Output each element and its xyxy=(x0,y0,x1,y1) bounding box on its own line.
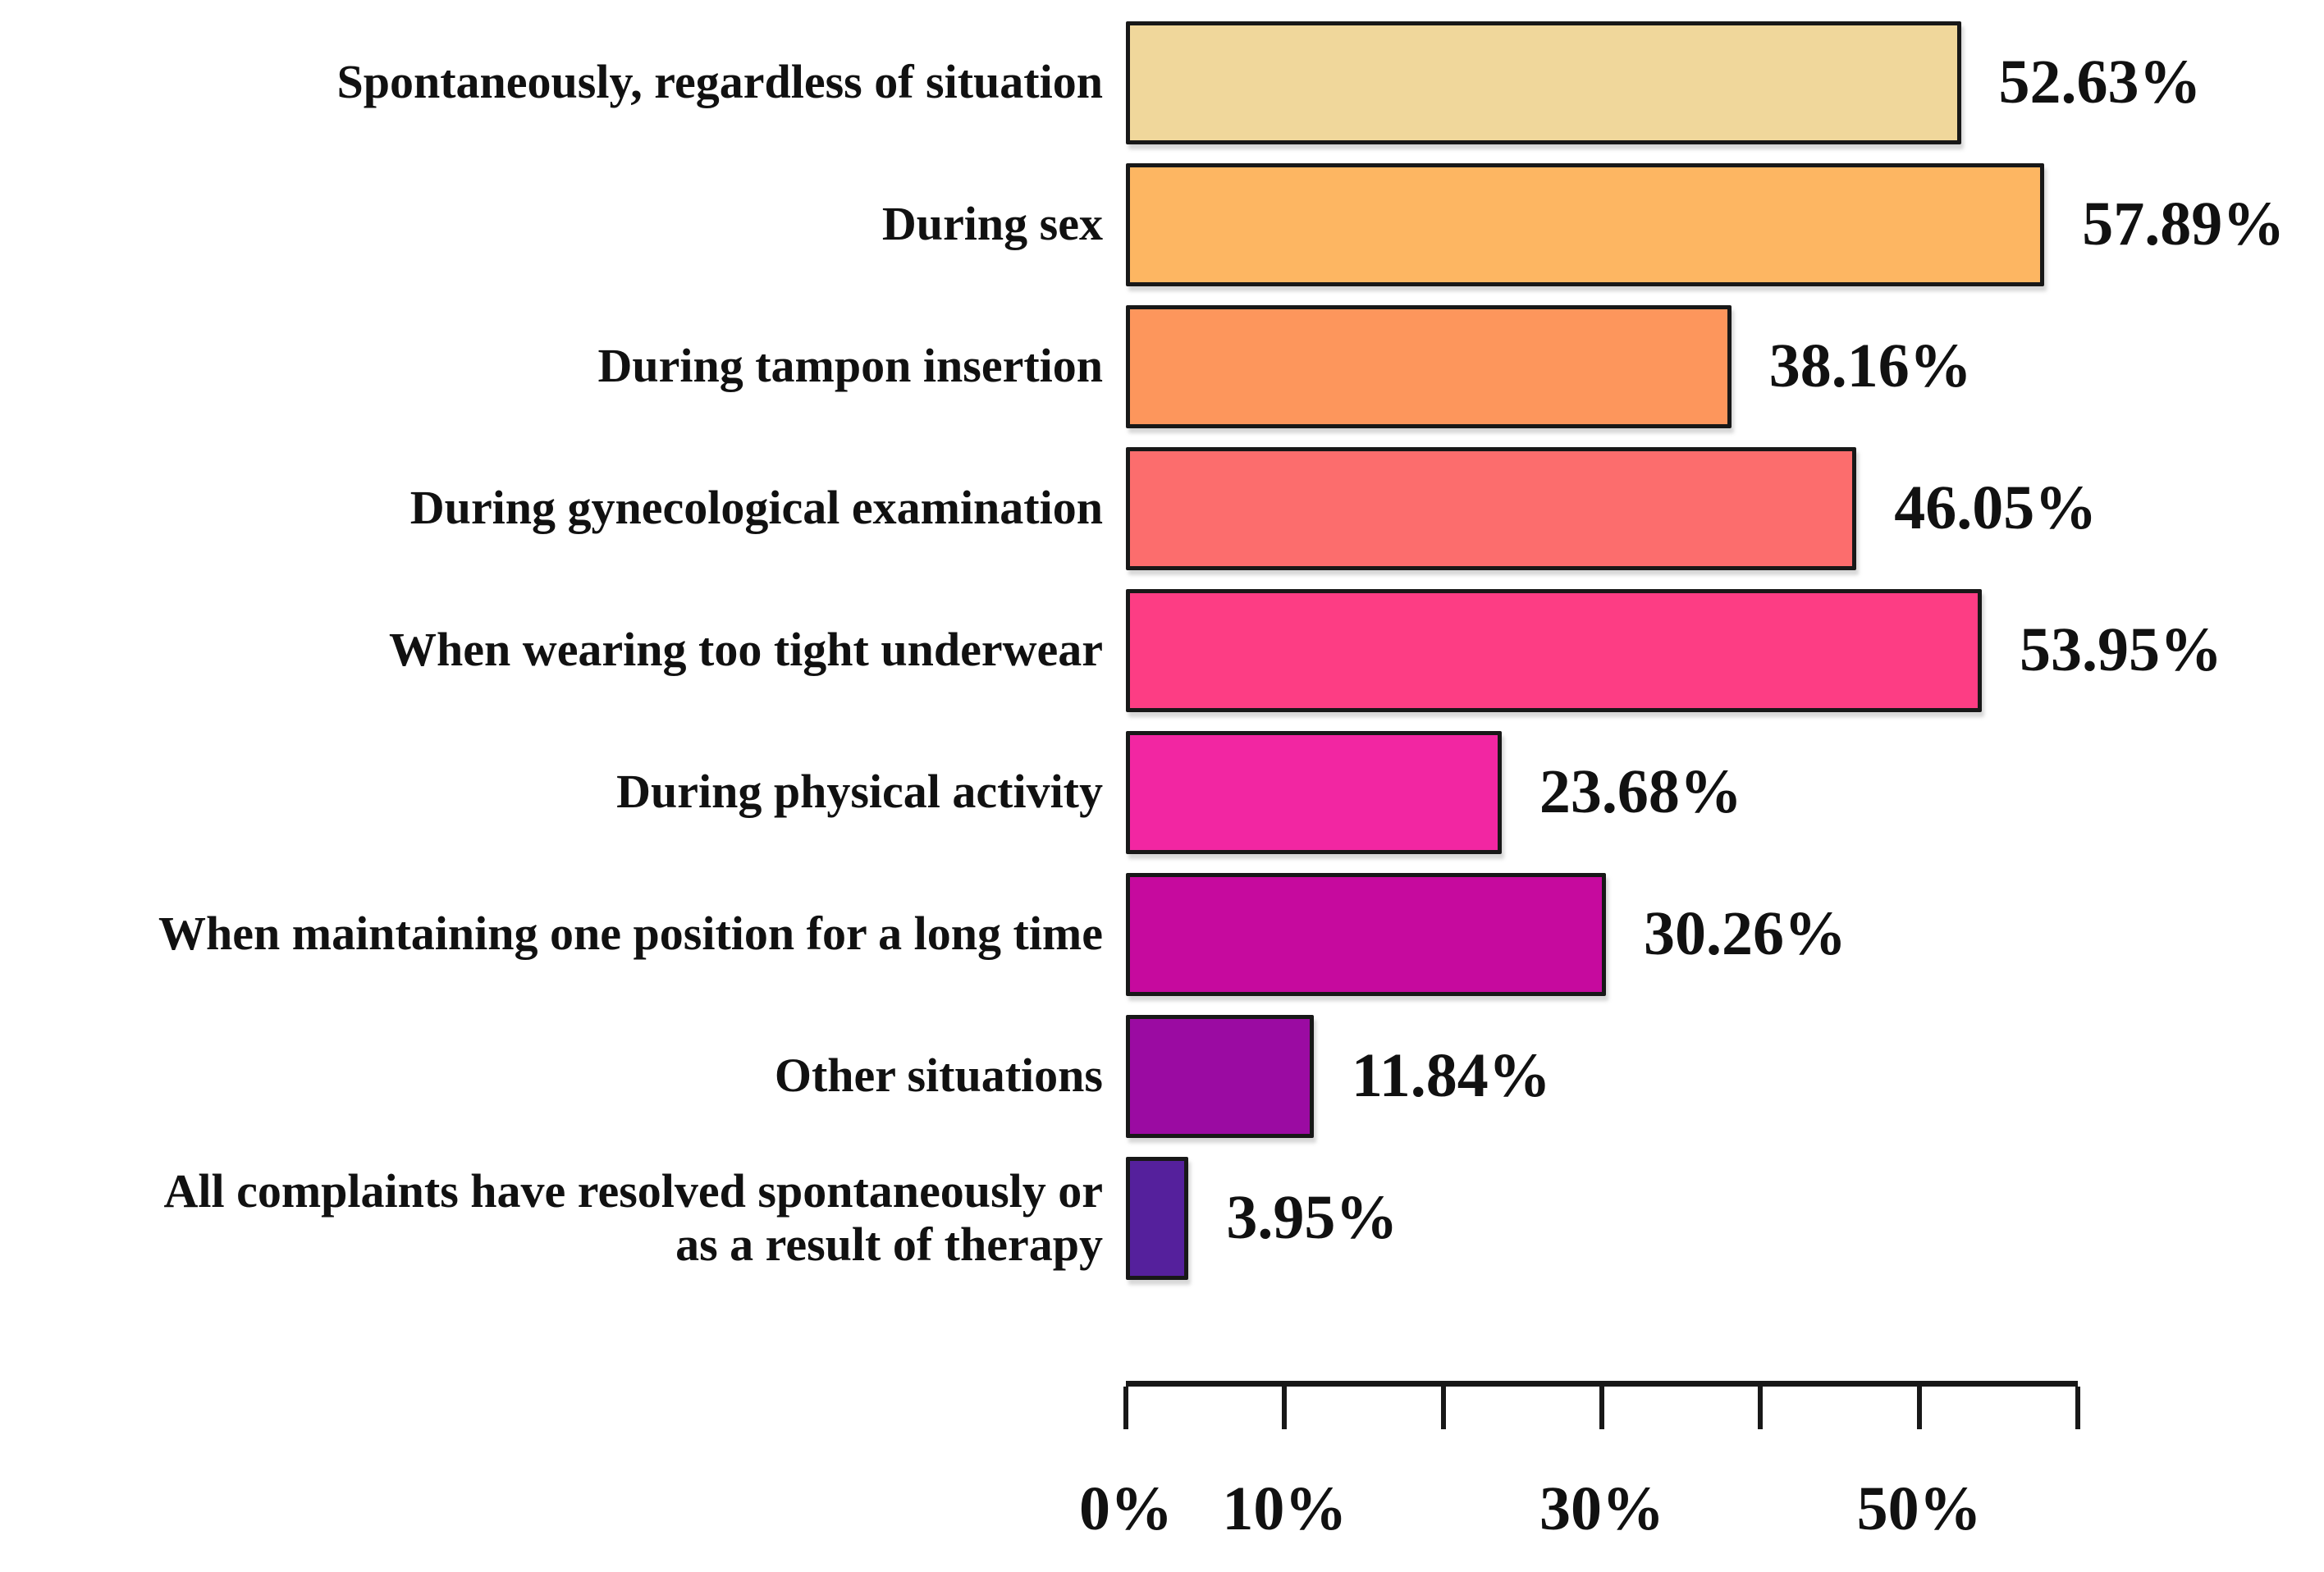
category-label: During tampon insertion xyxy=(597,339,1103,393)
x-tick-label: 30% xyxy=(1539,1474,1664,1543)
axis-tick xyxy=(1758,1387,1764,1429)
bar-row: Other situations 11.84% xyxy=(0,1005,2324,1147)
x-axis xyxy=(1123,1381,2080,1431)
bar-zone: 46.05% xyxy=(1126,437,2324,579)
bar xyxy=(1126,588,1983,712)
x-tick-label: 0% xyxy=(1079,1474,1173,1543)
bar-row: Spontaneously, regardless of situation 52… xyxy=(0,11,2324,153)
category-label: Other situations xyxy=(774,1049,1103,1103)
category-label: Spontaneously, regardless of situation xyxy=(336,55,1103,109)
bar xyxy=(1126,872,1607,996)
axis-tick xyxy=(1599,1387,1604,1429)
bar-row: All complaints have resolved spontaneous… xyxy=(0,1147,2324,1289)
category-label: During physical activity xyxy=(616,765,1103,819)
value-label: 52.63% xyxy=(1998,48,2202,117)
value-label: 11.84% xyxy=(1351,1041,1551,1110)
value-label: 46.05% xyxy=(1894,473,2098,542)
axis-tick xyxy=(1123,1387,1128,1429)
bar-row: During tampon insertion 38.16% xyxy=(0,295,2324,437)
value-label: 3.95% xyxy=(1226,1183,1398,1252)
axis-tick xyxy=(1916,1387,1922,1429)
bar-zone: 57.89% xyxy=(1126,153,2324,295)
category-label: All complaints have resolved spontaneous… xyxy=(163,1163,1103,1271)
axis-tick xyxy=(2075,1387,2080,1429)
bar-zone: 11.84% xyxy=(1126,1005,2324,1147)
category-label: When wearing too tight underwear xyxy=(389,623,1103,677)
bar-zone: 38.16% xyxy=(1126,295,2324,437)
bar-zone: 53.95% xyxy=(1126,579,2324,721)
bar-zone: 3.95% xyxy=(1126,1147,2324,1289)
bar-row: During sex 57.89% xyxy=(0,153,2324,295)
bar-row: When wearing too tight underwear 53.95% xyxy=(0,579,2324,721)
category-label: When maintaining one position for a long… xyxy=(158,907,1103,961)
value-label: 57.89% xyxy=(2082,190,2285,258)
bar-zone: 30.26% xyxy=(1126,863,2324,1005)
bar-row: During gynecological examination 46.05% xyxy=(0,437,2324,579)
bar xyxy=(1126,1014,1314,1138)
bar-zone: 52.63% xyxy=(1126,11,2324,153)
axis-tick xyxy=(1440,1387,1446,1429)
bar-row: When maintaining one position for a long… xyxy=(0,863,2324,1005)
value-label: 38.16% xyxy=(1768,331,1972,400)
bar-rows: Spontaneously, regardless of situation 52… xyxy=(0,11,2324,1289)
value-label: 23.68% xyxy=(1539,757,1742,826)
bar xyxy=(1126,446,1857,570)
bar xyxy=(1126,21,1961,144)
axis-tick xyxy=(1282,1387,1288,1429)
bar xyxy=(1126,730,1502,854)
category-label: During sex xyxy=(881,197,1103,251)
bar-zone: 23.68% xyxy=(1126,721,2324,863)
bar xyxy=(1126,304,1732,428)
bar xyxy=(1126,1156,1189,1280)
bar-row: During physical activity 23.68% xyxy=(0,721,2324,863)
category-label: During gynecological examination xyxy=(409,481,1103,535)
value-label: 53.95% xyxy=(2020,615,2223,684)
value-label: 30.26% xyxy=(1644,899,1847,968)
bar xyxy=(1126,162,2045,286)
x-tick-label: 50% xyxy=(1856,1474,1982,1543)
x-tick-label: 10% xyxy=(1222,1474,1347,1543)
x-axis-tick-labels: 0% 10% 30% 50% xyxy=(1079,1474,2078,1572)
